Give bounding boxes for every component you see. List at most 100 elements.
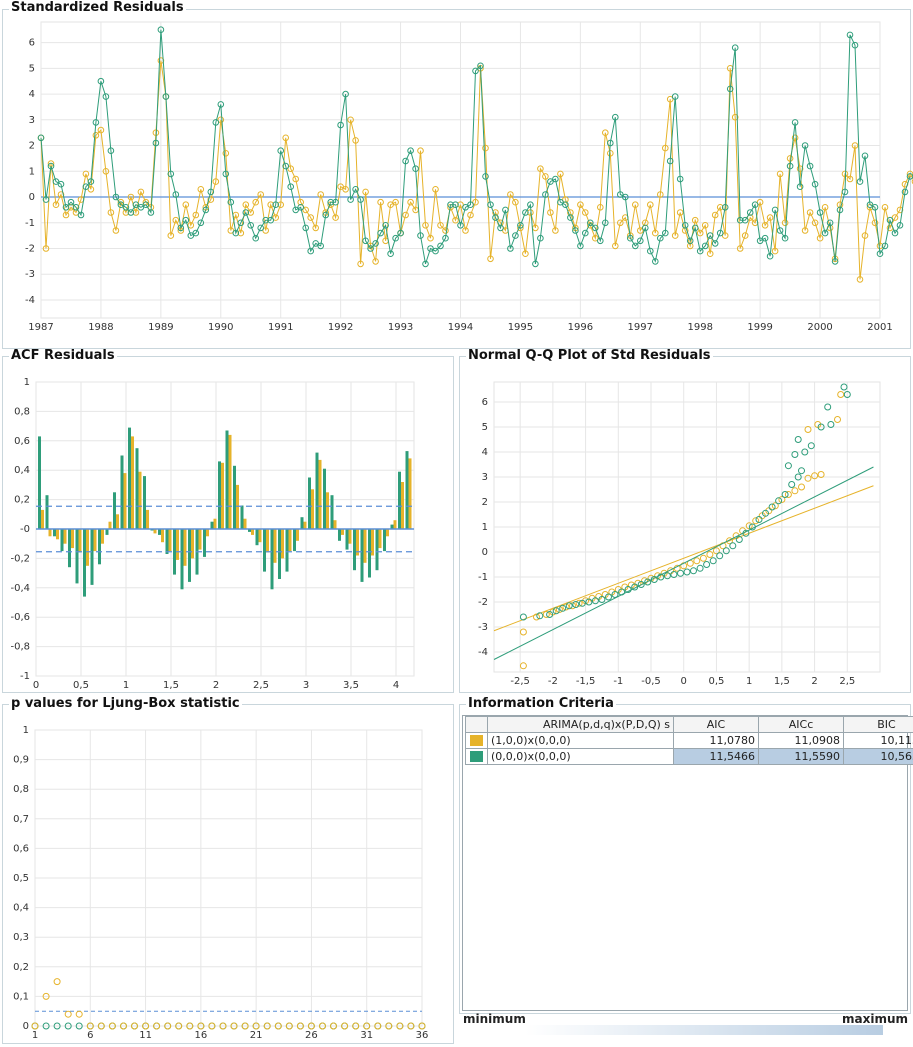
data-point bbox=[237, 229, 245, 237]
acf-bar bbox=[401, 482, 404, 529]
qq-point bbox=[807, 442, 815, 450]
acf-bar bbox=[120, 455, 124, 529]
acf-bar bbox=[71, 529, 74, 549]
p-value-point bbox=[86, 1022, 94, 1030]
qq-point bbox=[735, 536, 743, 543]
x-tick-label: 0 bbox=[681, 676, 687, 687]
data-point bbox=[232, 229, 240, 237]
data-point bbox=[412, 165, 419, 172]
data-point bbox=[312, 240, 320, 247]
x-tick-label: 1997 bbox=[628, 322, 653, 333]
data-point bbox=[487, 255, 494, 263]
table-header-bic[interactable]: BIC bbox=[843, 716, 913, 733]
y-tick-label: 5 bbox=[482, 422, 488, 433]
x-tick-label: 36 bbox=[416, 1030, 429, 1041]
data-point bbox=[47, 162, 55, 170]
p-value-point bbox=[208, 1022, 216, 1030]
x-tick-label: -2,5 bbox=[510, 676, 530, 687]
data-point bbox=[327, 198, 335, 206]
acf-bar bbox=[285, 529, 289, 572]
data-point bbox=[806, 209, 814, 216]
data-point bbox=[267, 201, 275, 208]
data-point bbox=[876, 250, 884, 257]
data-point bbox=[881, 204, 889, 211]
model2-swatch bbox=[470, 751, 483, 762]
table-header-aicc[interactable]: AICc bbox=[758, 716, 844, 733]
x-tick-label: 1,5 bbox=[774, 676, 790, 687]
x-tick-label: 1995 bbox=[508, 322, 533, 333]
data-point bbox=[652, 258, 659, 265]
data-point bbox=[706, 232, 714, 239]
qq-point bbox=[559, 604, 567, 612]
data-point bbox=[676, 175, 684, 183]
acf-bar bbox=[221, 462, 224, 529]
qq-point bbox=[726, 537, 733, 545]
data-point bbox=[452, 201, 459, 208]
acf-bar bbox=[135, 448, 139, 529]
qq-point bbox=[572, 601, 580, 608]
data-point bbox=[57, 191, 65, 198]
data-point bbox=[507, 191, 514, 198]
data-point bbox=[901, 188, 909, 196]
acf-panel: ACF Residuals bbox=[2, 349, 454, 693]
data-point bbox=[577, 201, 584, 208]
table-header-aic[interactable]: AIC bbox=[673, 716, 759, 733]
data-point bbox=[277, 147, 285, 154]
acf-bar bbox=[206, 529, 209, 537]
series-line bbox=[40, 29, 911, 265]
acf-bar bbox=[98, 529, 101, 565]
table-row[interactable]: (0,0,0)x(0,0,0) 11,5466 11,5590 10,5652 bbox=[465, 748, 913, 765]
data-point bbox=[522, 250, 529, 257]
p-value-point bbox=[418, 1022, 426, 1030]
data-point bbox=[292, 175, 300, 183]
data-point bbox=[642, 224, 649, 232]
data-point bbox=[537, 165, 544, 172]
x-tick-label: 11 bbox=[139, 1030, 152, 1041]
data-point bbox=[222, 170, 230, 178]
qq-point bbox=[565, 602, 573, 610]
data-point bbox=[292, 206, 300, 214]
data-point bbox=[886, 216, 894, 224]
aic-value: 11,0780 bbox=[673, 732, 759, 749]
qq-point bbox=[748, 523, 756, 531]
info-criteria-frame bbox=[462, 715, 908, 1011]
data-point bbox=[686, 237, 694, 245]
data-point bbox=[272, 201, 280, 208]
data-point bbox=[192, 211, 200, 219]
data-point bbox=[182, 201, 190, 208]
acf-bar bbox=[288, 529, 292, 552]
data-point bbox=[342, 186, 349, 193]
data-point bbox=[207, 188, 215, 196]
acf-bar bbox=[116, 514, 119, 529]
data-point bbox=[622, 193, 629, 201]
table-header-model[interactable]: ARIMA(p,d,q)x(P,D,Q) s bbox=[487, 716, 674, 733]
data-point bbox=[547, 178, 554, 185]
data-point bbox=[362, 188, 369, 196]
x-tick-label: 1998 bbox=[687, 322, 712, 333]
data-point bbox=[592, 224, 599, 232]
table-row[interactable]: (1,0,0)x(0,0,0) 11,0780 11,0908 10,1152 bbox=[465, 732, 913, 749]
y-tick-label: 0,3 bbox=[13, 932, 29, 943]
qq-point bbox=[683, 568, 691, 576]
x-tick-label: 1987 bbox=[28, 322, 53, 333]
p-value-point bbox=[319, 1022, 326, 1030]
data-point bbox=[472, 67, 479, 75]
acf-bar bbox=[75, 529, 79, 584]
acf-chart: 0 0,5 1 1,5 2 2,5 3 3,5 4 -1 -0,8 -0,6 -0,4 -0,2 -0 0,2… bbox=[10, 377, 415, 691]
p-value-point bbox=[197, 1022, 205, 1030]
acf-bar bbox=[315, 452, 319, 529]
x-tick-label: 4 bbox=[393, 680, 399, 691]
data-point bbox=[357, 260, 364, 268]
p-value-point bbox=[131, 1022, 138, 1030]
data-point bbox=[42, 196, 50, 203]
qq-point bbox=[536, 612, 544, 620]
data-point bbox=[856, 276, 864, 283]
data-point bbox=[896, 222, 904, 229]
data-point bbox=[87, 186, 95, 193]
qq-point bbox=[745, 522, 753, 530]
y-tick-label: -1 bbox=[20, 671, 30, 682]
acf-bar bbox=[161, 529, 164, 543]
acf-bar bbox=[375, 529, 379, 571]
reference-line bbox=[493, 466, 874, 660]
x-tick-label: 1 bbox=[123, 680, 129, 691]
